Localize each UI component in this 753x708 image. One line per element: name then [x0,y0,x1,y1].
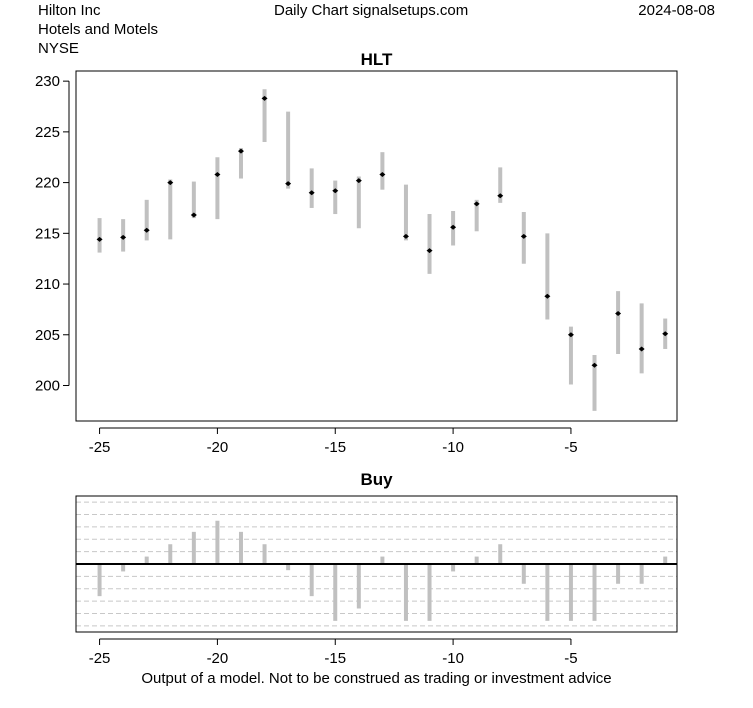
disclaimer-text: Output of a model. Not to be construed a… [141,670,612,687]
close-marker [237,148,244,154]
close-marker [167,180,174,186]
price-x-tick-label: -20 [207,439,229,456]
close-marker [615,310,622,316]
exchange-name: NYSE [38,40,79,57]
close-marker [190,212,197,218]
close-marker [261,95,268,101]
price-y-tick-label: 230 [35,73,60,90]
price-y-tick-label: 225 [35,124,60,141]
buy-x-tick-label: -15 [324,650,346,667]
close-marker [426,248,433,254]
close-marker [143,227,150,233]
price-plot-frame [75,70,678,422]
price-x-tick-label: -5 [564,439,577,456]
close-marker [662,331,669,337]
close-marker [379,171,386,177]
company-name: Hilton Inc [38,2,101,19]
industry-name: Hotels and Motels [38,21,159,38]
close-marker [591,362,598,368]
close-marker [308,190,315,196]
price-y-tick-label: 210 [35,276,60,293]
header-left: Hilton Inc Hotels and Motels NYSE [38,1,158,58]
close-marker [214,171,221,177]
price-y-tick-label: 200 [35,377,60,394]
chart-date: 2024-08-08 [638,2,715,19]
close-marker [473,201,480,207]
price-y-tick-label: 220 [35,175,60,192]
chart-source: Daily Chart signalsetups.com [274,2,469,19]
close-marker [402,233,409,239]
close-marker [544,293,551,299]
close-marker [355,178,362,184]
close-marker [332,188,339,194]
buy-x-tick-label: -20 [207,650,229,667]
close-marker [567,332,574,338]
price-x-tick-label: -15 [324,439,346,456]
buy-plot-frame [75,495,678,633]
price-x-tick-label: -10 [442,439,464,456]
price-y-tick-label: 205 [35,327,60,344]
price-chart: HLT 200 205 210 215 220 225 230 -25 -20 -15 -10 -5 [35,50,678,456]
close-marker [120,234,127,240]
buy-chart-title: Buy [360,470,393,489]
close-marker [520,233,527,239]
close-marker [638,346,645,352]
price-x-tick-label: -25 [89,439,111,456]
close-marker [497,193,504,199]
close-marker [285,181,292,187]
buy-signal-chart: Buy -25 -20 -15 -10 -5 [75,470,678,667]
buy-x-tick-label: -10 [442,650,464,667]
buy-x-tick-label: -25 [89,650,111,667]
close-marker [450,224,457,230]
close-marker [96,236,103,242]
buy-x-tick-label: -5 [564,650,577,667]
price-y-tick-label: 215 [35,225,60,242]
price-chart-title: HLT [361,50,393,69]
